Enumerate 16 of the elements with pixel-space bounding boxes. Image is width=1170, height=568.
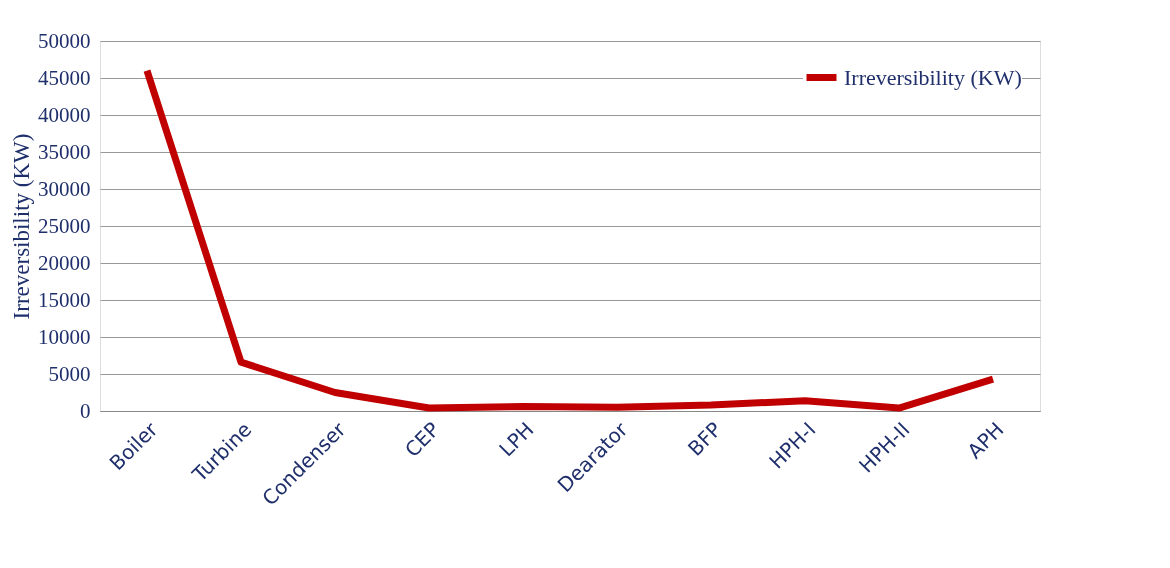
y-axis-title: Irreversibility (KW) [9, 133, 34, 320]
x-tick-label: BFP [683, 417, 727, 461]
y-tick-label: 40000 [38, 102, 91, 127]
y-tick-label: 25000 [38, 213, 91, 238]
x-tick-label: CEP [400, 417, 445, 462]
y-tick-label: 30000 [38, 176, 91, 201]
legend-label: Irreversibility (KW) [844, 64, 1022, 90]
y-tick-label: 50000 [38, 28, 91, 53]
y-tick-label: 5000 [48, 361, 91, 386]
y-tick-label: 45000 [38, 65, 91, 90]
y-tick-label: 20000 [38, 250, 91, 275]
y-tick-label: 15000 [38, 287, 91, 312]
x-tick-label: LPH [494, 417, 539, 462]
y-tick-label: 0 [80, 398, 91, 423]
y-tick-label: 35000 [38, 139, 91, 164]
y-tick-label: 10000 [38, 324, 91, 349]
